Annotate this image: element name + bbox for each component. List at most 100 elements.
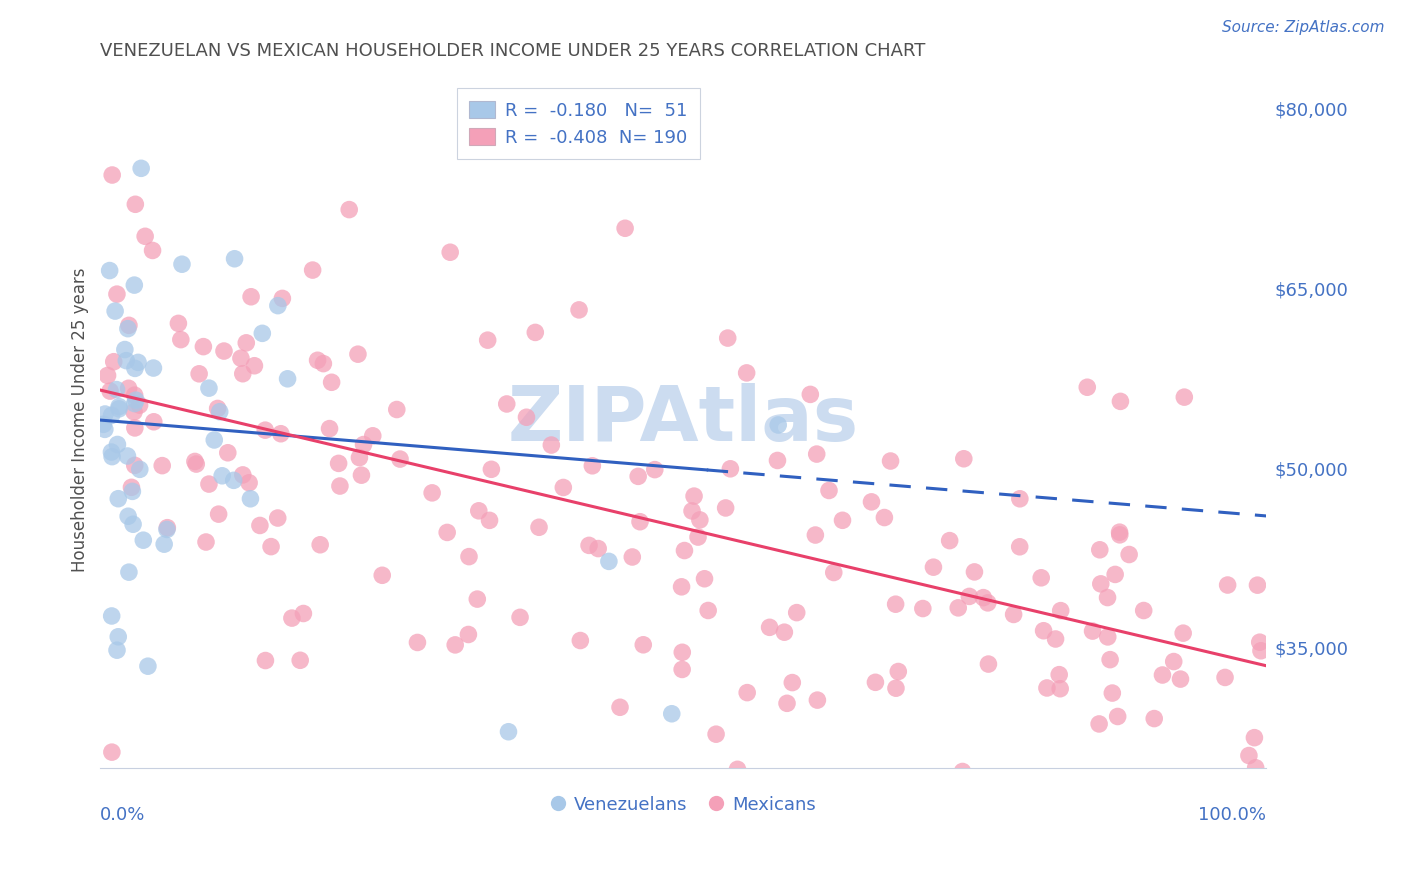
Point: [1036, 681, 1059, 695]
Point: [350, 468, 373, 483]
Point: [735, 685, 758, 699]
Point: [1213, 670, 1236, 684]
Point: [884, 681, 907, 696]
Point: [479, 462, 502, 476]
Point: [831, 513, 853, 527]
Point: [122, 405, 145, 419]
Point: [1050, 808, 1073, 822]
Point: [301, 263, 323, 277]
Point: [217, 446, 239, 460]
Point: [689, 513, 711, 527]
Point: [1173, 390, 1195, 404]
Point: [208, 405, 231, 419]
Point: [238, 475, 260, 490]
Point: [142, 415, 165, 429]
Point: [224, 252, 246, 266]
Point: [240, 290, 263, 304]
Point: [628, 515, 651, 529]
Point: [1008, 491, 1031, 506]
Point: [124, 396, 146, 410]
Point: [686, 530, 709, 544]
Point: [124, 388, 146, 402]
Point: [860, 495, 883, 509]
Point: [97, 368, 120, 383]
Point: [153, 537, 176, 551]
Point: [156, 521, 179, 535]
Point: [681, 504, 703, 518]
Point: [1246, 578, 1268, 592]
Point: [337, 202, 360, 217]
Point: [458, 549, 481, 564]
Point: [98, 384, 121, 398]
Point: [1250, 644, 1272, 658]
Point: [254, 654, 277, 668]
Point: [727, 762, 749, 776]
Point: [124, 361, 146, 376]
Point: [1104, 567, 1126, 582]
Point: [806, 447, 828, 461]
Point: [568, 302, 591, 317]
Point: [1002, 607, 1025, 622]
Point: [103, 355, 125, 369]
Point: [124, 197, 146, 211]
Point: [117, 509, 139, 524]
Point: [671, 580, 693, 594]
Point: [385, 402, 408, 417]
Point: [1249, 635, 1271, 649]
Point: [105, 287, 128, 301]
Point: [578, 538, 600, 552]
Point: [515, 410, 537, 425]
Point: [509, 610, 531, 624]
Point: [93, 417, 115, 432]
Point: [232, 467, 254, 482]
Point: [1045, 632, 1067, 646]
Point: [644, 462, 666, 476]
Point: [527, 520, 550, 534]
Point: [292, 607, 315, 621]
Point: [107, 630, 129, 644]
Point: [1081, 624, 1104, 638]
Point: [277, 372, 299, 386]
Point: [118, 318, 141, 333]
Point: [952, 764, 974, 779]
Point: [1088, 717, 1111, 731]
Point: [977, 657, 1000, 671]
Point: [704, 727, 727, 741]
Point: [94, 422, 117, 436]
Point: [1152, 668, 1174, 682]
Text: Source: ZipAtlas.com: Source: ZipAtlas.com: [1222, 20, 1385, 35]
Point: [101, 745, 124, 759]
Point: [222, 473, 245, 487]
Point: [252, 326, 274, 341]
Point: [758, 620, 780, 634]
Point: [267, 299, 290, 313]
Point: [105, 383, 128, 397]
Point: [117, 449, 139, 463]
Point: [1108, 525, 1130, 540]
Point: [1143, 712, 1166, 726]
Point: [1032, 624, 1054, 638]
Point: [439, 245, 461, 260]
Point: [104, 304, 127, 318]
Text: 0.0%: 0.0%: [100, 806, 146, 824]
Point: [884, 813, 907, 827]
Point: [661, 706, 683, 721]
Point: [1047, 667, 1070, 681]
Point: [124, 458, 146, 473]
Point: [115, 353, 138, 368]
Point: [198, 381, 221, 395]
Point: [243, 359, 266, 373]
Point: [524, 326, 547, 340]
Point: [136, 659, 159, 673]
Point: [1090, 577, 1112, 591]
Point: [94, 407, 117, 421]
Point: [1049, 681, 1071, 696]
Point: [468, 504, 491, 518]
Point: [957, 590, 980, 604]
Point: [281, 611, 304, 625]
Point: [683, 489, 706, 503]
Point: [150, 458, 173, 473]
Point: [1244, 761, 1267, 775]
Point: [773, 625, 796, 640]
Point: [553, 481, 575, 495]
